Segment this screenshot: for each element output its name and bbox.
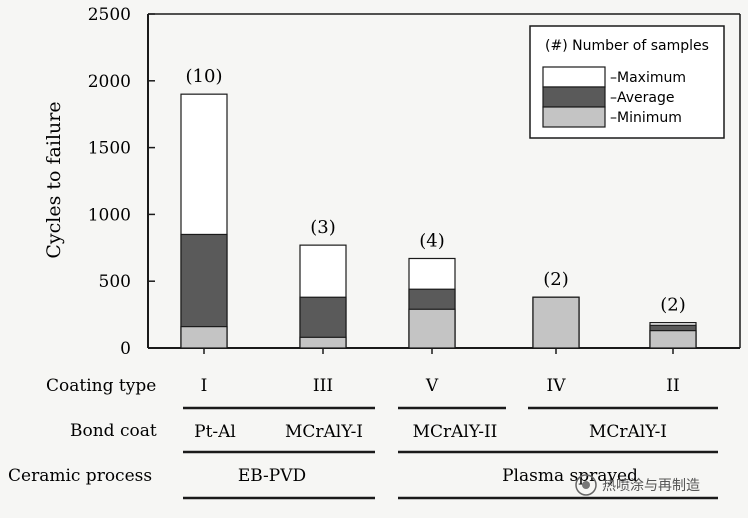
- bond-coat-pt-al: Pt-Al: [194, 422, 236, 442]
- x-tick-labels: I III V IV II: [201, 348, 680, 396]
- sample-count-IV: (2): [543, 269, 569, 290]
- watermark: 热喷涂与再制造: [575, 474, 700, 496]
- row-label-ceramic-process: Ceramic process: [8, 466, 152, 486]
- row-label-coating-type: Coating type: [46, 376, 156, 396]
- legend-entry-minimum: –Minimum: [610, 110, 682, 126]
- sample-count-V: (4): [419, 230, 445, 251]
- x-tick-label-IV: IV: [547, 376, 567, 396]
- bond-coat-group-lines: [183, 406, 718, 500]
- bond-coat-mcraly-i-right: MCrAlY-I: [589, 422, 667, 442]
- ceramic-eb-pvd: EB-PVD: [238, 466, 306, 486]
- sample-count-I: (10): [186, 66, 223, 87]
- y-tick-label-4: 2000: [88, 72, 131, 92]
- sample-count-III: (3): [310, 217, 336, 238]
- legend-title: (#) Number of samples: [545, 38, 709, 54]
- y-tick-label-3: 1500: [88, 139, 131, 159]
- x-tick-label-II: II: [666, 376, 679, 396]
- legend-swatch-maximum: [542, 66, 606, 88]
- bar-III-minimum: [299, 336, 347, 349]
- watermark-text: 热喷涂与再制造: [602, 478, 700, 494]
- bar-I-minimum: [180, 326, 228, 349]
- y-axis-label: Cycles to failure: [43, 101, 65, 258]
- watermark-logo-icon-inner: [582, 481, 590, 489]
- bar-II-minimum: [649, 330, 697, 349]
- legend-entry-maximum: –Maximum: [610, 70, 686, 86]
- sample-count-II: (2): [660, 295, 686, 316]
- y-tick-label-5: 2500: [88, 5, 131, 25]
- legend-entry-average: –Average: [610, 90, 675, 106]
- y-tick-label-0: 0: [120, 339, 131, 359]
- legend-swatch-minimum: [542, 106, 606, 128]
- row-label-bond-coat: Bond coat: [70, 421, 157, 441]
- plot-frame: [147, 13, 741, 349]
- bar-IV-minimum: [532, 296, 580, 349]
- watermark-logo-icon: [575, 474, 597, 496]
- ceramic-plasma-sprayed: Plasma sprayed: [502, 466, 638, 486]
- legend: (#) Number of samples –Maximum –Average …: [529, 25, 725, 139]
- x-tick-label-III: III: [313, 376, 333, 396]
- bond-coat-mcraly-i-left: MCrAlY-I: [285, 422, 363, 442]
- bond-coat-mcraly-ii: MCrAlY-II: [413, 422, 498, 442]
- y-ticks: 0 500 1000 1500 2000 2500: [88, 5, 155, 359]
- x-tick-label-V: V: [425, 376, 439, 396]
- bars: [180, 93, 697, 349]
- x-tick-label-I: I: [201, 376, 208, 396]
- bar-V-minimum: [408, 308, 456, 349]
- y-tick-label-2: 1000: [88, 205, 131, 225]
- sample-counts: (10) (3) (4) (2) (2): [186, 66, 686, 315]
- y-tick-label-1: 500: [99, 272, 131, 292]
- legend-swatch-average: [542, 86, 606, 108]
